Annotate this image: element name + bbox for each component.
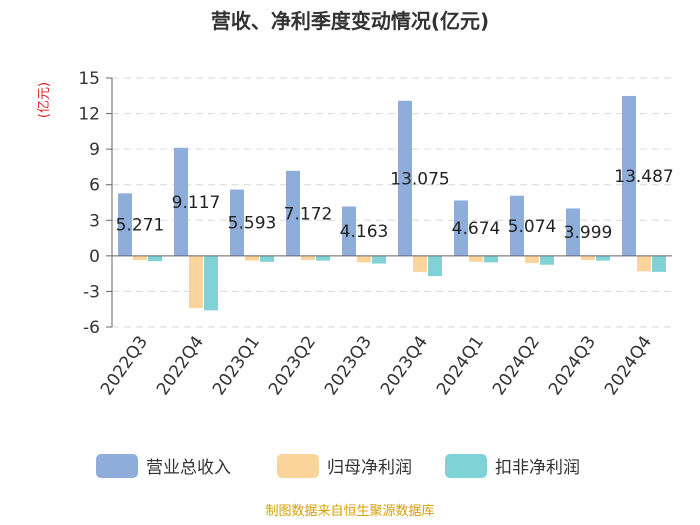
bar-series2-2023Q2[interactable]	[316, 255, 330, 261]
y-tick-label: 6	[89, 176, 100, 196]
bar-series2-2023Q1[interactable]	[260, 255, 274, 262]
legend-label-1[interactable]: 归母净利润	[327, 458, 412, 478]
x-axis-ticks: 2022Q3 2022Q4 2023Q1 2023Q2 2023Q3 2023Q4 2024…	[97, 332, 656, 399]
bar-series2-2022Q4[interactable]	[204, 255, 218, 311]
bar-series1-2023Q3[interactable]	[357, 255, 371, 263]
x-tick-label-2023Q4: 2023Q4	[377, 332, 432, 399]
y-tick-label: 3	[89, 211, 100, 231]
bar-series1-2022Q3[interactable]	[133, 255, 147, 261]
data-label-2022Q4: 9.117	[172, 193, 221, 213]
bar-series0-2024Q4[interactable]	[622, 95, 636, 256]
y-axis-ticks: 15 12 9 6 3 0 -3 -6	[78, 69, 100, 338]
bar-series2-2024Q3[interactable]	[596, 255, 610, 261]
bar-series0-2022Q4[interactable]	[174, 147, 188, 256]
bar-series1-2023Q1[interactable]	[245, 255, 259, 261]
y-tick-label: -6	[83, 318, 100, 338]
bar-series0-2022Q3[interactable]	[118, 193, 132, 256]
data-label-2023Q3: 4.163	[340, 222, 389, 242]
bar-series0-2023Q4[interactable]	[398, 100, 412, 256]
bar-series2-2023Q3[interactable]	[372, 255, 386, 264]
data-label-2023Q4: 13.075	[390, 169, 449, 189]
legend-swatch-2[interactable]	[445, 454, 487, 478]
y-axis-unit: (亿元)	[37, 82, 52, 118]
x-tick-label-2023Q1: 2023Q1	[209, 332, 264, 399]
x-tick-label-2022Q4: 2022Q4	[153, 332, 208, 399]
bar-series0-2023Q3[interactable]	[342, 206, 356, 256]
bar-series0-2024Q1[interactable]	[454, 200, 468, 256]
y-tick-label: -3	[83, 282, 100, 302]
bar-series2-2023Q4[interactable]	[428, 255, 442, 277]
bar-series1-2023Q2[interactable]	[301, 255, 315, 261]
bar-series1-2024Q1[interactable]	[469, 255, 483, 262]
legend-label-2[interactable]: 扣非净利润	[495, 458, 580, 478]
bar-series1-2022Q4[interactable]	[189, 255, 203, 309]
bar-series0-2023Q2[interactable]	[286, 170, 300, 256]
data-label-2024Q4: 13.487	[614, 167, 673, 187]
legend[interactable]: 营业总收入 归母净利润 扣非净利润	[96, 454, 580, 478]
legend-swatch-1[interactable]	[277, 454, 319, 478]
x-tick-label-2022Q3: 2022Q3	[97, 332, 152, 399]
bar-series1-2023Q4[interactable]	[413, 255, 427, 272]
x-tick-label-2024Q3: 2024Q3	[545, 332, 600, 399]
bar-series1-2024Q4[interactable]	[637, 255, 651, 272]
chart-title: 营收、净利季度变动情况(亿元)	[211, 9, 489, 33]
bars	[112, 95, 672, 311]
x-tick-label-2023Q2: 2023Q2	[265, 332, 320, 399]
data-label-2023Q1: 5.593	[228, 214, 277, 234]
x-tick-label-2024Q4: 2024Q4	[601, 332, 656, 399]
x-tick-label-2023Q3: 2023Q3	[321, 332, 376, 399]
bar-series2-2024Q1[interactable]	[484, 255, 498, 263]
bar-series0-2023Q1[interactable]	[230, 189, 244, 256]
bar-series2-2024Q4[interactable]	[652, 255, 666, 272]
data-label-2024Q3: 3.999	[564, 223, 613, 243]
data-label-2024Q1: 4.674	[452, 219, 501, 239]
y-tick-label: 12	[78, 105, 100, 125]
data-labels: 5.271 9.117 5.593 7.172 4.163 13.075 4.674 5.07…	[116, 167, 674, 243]
y-tick-label: 15	[78, 69, 100, 89]
legend-label-0[interactable]: 营业总收入	[146, 458, 231, 478]
data-label-2024Q2: 5.074	[508, 217, 557, 237]
legend-swatch-0[interactable]	[96, 454, 138, 478]
data-label-2022Q3: 5.271	[116, 216, 165, 236]
bar-series2-2024Q2[interactable]	[540, 255, 554, 265]
bar-series1-2024Q3[interactable]	[581, 255, 595, 261]
data-label-2023Q2: 7.172	[284, 204, 333, 224]
y-tick-label: 9	[89, 140, 100, 160]
y-tick-label: 0	[89, 247, 100, 267]
source-note: 制图数据来自恒生聚源数据库	[265, 503, 434, 519]
bar-series0-2024Q3[interactable]	[566, 208, 580, 256]
bar-series2-2022Q3[interactable]	[148, 255, 162, 262]
x-tick-label-2024Q1: 2024Q1	[433, 332, 488, 399]
x-tick-label-2024Q2: 2024Q2	[489, 332, 544, 399]
bar-series0-2024Q2[interactable]	[510, 195, 524, 256]
bar-series1-2024Q2[interactable]	[525, 255, 539, 263]
